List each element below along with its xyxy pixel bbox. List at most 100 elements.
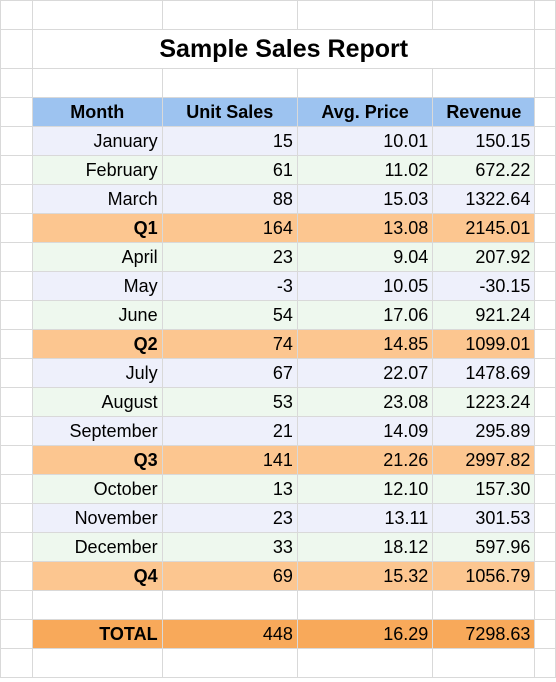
revenue-cell[interactable]: 157.30 [432,474,536,504]
grid-cell[interactable] [0,300,33,330]
grid-cell[interactable] [534,271,556,301]
quarter-label[interactable]: Q4 [32,561,163,591]
total-avg-price[interactable]: 16.29 [296,619,434,649]
avg-price-cell[interactable]: 17.06 [296,300,434,330]
month-label[interactable]: April [32,242,163,272]
grid-cell[interactable] [0,532,33,562]
avg-price-cell[interactable]: 14.09 [296,416,434,446]
grid-cell[interactable] [0,29,33,69]
total-revenue[interactable]: 7298.63 [432,619,536,649]
revenue-cell[interactable]: 1056.79 [432,561,536,591]
grid-cell[interactable] [0,242,33,272]
grid-cell[interactable] [534,29,556,69]
unit-sales-cell[interactable]: 53 [161,387,298,417]
grid-cell[interactable] [432,68,536,98]
month-label[interactable]: August [32,387,163,417]
grid-cell[interactable] [32,68,163,98]
grid-cell[interactable] [0,590,33,620]
avg-price-cell[interactable]: 22.07 [296,358,434,388]
grid-cell[interactable] [432,0,536,30]
revenue-cell[interactable]: 150.15 [432,126,536,156]
avg-price-cell[interactable]: 13.08 [296,213,434,243]
grid-cell[interactable] [161,648,298,678]
unit-sales-cell[interactable]: 21 [161,416,298,446]
revenue-cell[interactable]: 295.89 [432,416,536,446]
grid-cell[interactable] [0,561,33,591]
unit-sales-cell[interactable]: -3 [161,271,298,301]
total-label[interactable]: TOTAL [32,619,163,649]
header-unit-sales[interactable]: Unit Sales [161,97,298,127]
month-label[interactable]: June [32,300,163,330]
quarter-label[interactable]: Q2 [32,329,163,359]
month-label[interactable]: October [32,474,163,504]
grid-cell[interactable] [32,590,163,620]
unit-sales-cell[interactable]: 13 [161,474,298,504]
grid-cell[interactable] [296,0,434,30]
grid-cell[interactable] [534,474,556,504]
grid-cell[interactable] [161,590,298,620]
revenue-cell[interactable]: 1223.24 [432,387,536,417]
grid-cell[interactable] [534,97,556,127]
grid-cell[interactable] [296,590,434,620]
grid-cell[interactable] [534,126,556,156]
report-title[interactable]: Sample Sales Report [159,34,409,63]
grid-cell[interactable] [0,619,33,649]
grid-cell[interactable] [161,0,298,30]
avg-price-cell[interactable]: 11.02 [296,155,434,185]
grid-cell[interactable] [534,300,556,330]
header-revenue[interactable]: Revenue [432,97,536,127]
unit-sales-cell[interactable]: 67 [161,358,298,388]
grid-cell[interactable] [534,561,556,591]
grid-cell[interactable] [534,242,556,272]
grid-cell[interactable] [534,387,556,417]
grid-cell[interactable] [296,68,434,98]
grid-cell[interactable] [0,445,33,475]
unit-sales-cell[interactable]: 54 [161,300,298,330]
unit-sales-cell[interactable]: 88 [161,184,298,214]
month-label[interactable]: November [32,503,163,533]
revenue-cell[interactable]: 921.24 [432,300,536,330]
unit-sales-cell[interactable]: 33 [161,532,298,562]
grid-cell[interactable] [534,184,556,214]
avg-price-cell[interactable]: 15.32 [296,561,434,591]
grid-cell[interactable] [432,590,536,620]
grid-cell[interactable] [0,126,33,156]
grid-cell[interactable] [32,648,163,678]
grid-cell[interactable] [534,648,556,678]
grid-cell[interactable] [296,648,434,678]
grid-cell[interactable] [32,0,163,30]
revenue-cell[interactable]: 672.22 [432,155,536,185]
grid-cell[interactable] [534,416,556,446]
grid-cell[interactable] [534,155,556,185]
grid-cell[interactable] [0,0,33,30]
quarter-label[interactable]: Q3 [32,445,163,475]
avg-price-cell[interactable]: 23.08 [296,387,434,417]
unit-sales-cell[interactable]: 23 [161,242,298,272]
revenue-cell[interactable]: 1478.69 [432,358,536,388]
grid-cell[interactable] [0,213,33,243]
revenue-cell[interactable]: -30.15 [432,271,536,301]
grid-cell[interactable] [0,474,33,504]
avg-price-cell[interactable]: 21.26 [296,445,434,475]
avg-price-cell[interactable]: 10.05 [296,271,434,301]
avg-price-cell[interactable]: 13.11 [296,503,434,533]
total-unit-sales[interactable]: 448 [161,619,298,649]
month-label[interactable]: December [32,532,163,562]
month-label[interactable]: March [32,184,163,214]
revenue-cell[interactable]: 301.53 [432,503,536,533]
grid-cell[interactable] [161,68,298,98]
grid-cell[interactable] [0,358,33,388]
month-label[interactable]: July [32,358,163,388]
header-month[interactable]: Month [32,97,163,127]
grid-cell[interactable] [534,329,556,359]
header-avg-price[interactable]: Avg. Price [296,97,434,127]
revenue-cell[interactable]: 207.92 [432,242,536,272]
grid-cell[interactable] [534,68,556,98]
grid-cell[interactable] [0,329,33,359]
revenue-cell[interactable]: 2997.82 [432,445,536,475]
revenue-cell[interactable]: 2145.01 [432,213,536,243]
grid-cell[interactable] [534,445,556,475]
grid-cell[interactable] [0,416,33,446]
unit-sales-cell[interactable]: 69 [161,561,298,591]
quarter-label[interactable]: Q1 [32,213,163,243]
